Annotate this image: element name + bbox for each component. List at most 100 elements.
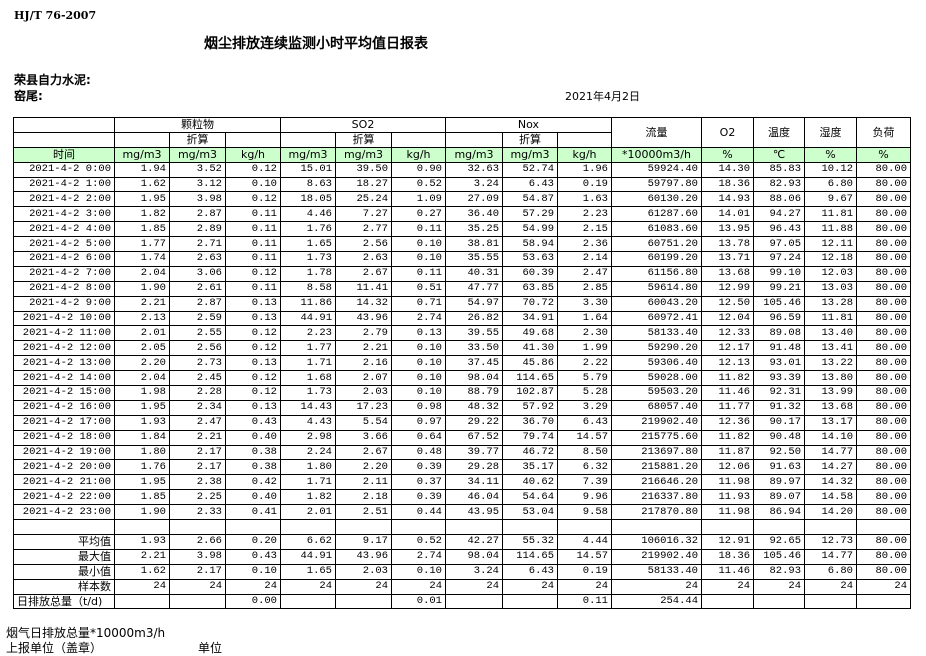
table-row: 2021-4-2 18:00 1.84 2.21 0.40 2.98 3.66 0.64 67…: [13, 429, 911, 446]
header-blank: [114, 131, 170, 148]
summary-value: 14.77: [804, 548, 857, 565]
value-cell: 54.64: [502, 489, 558, 506]
value-cell: 11.41: [335, 280, 392, 297]
value-cell: 12.17: [701, 340, 754, 357]
time-cell: 2021-4-2 9:00: [13, 295, 115, 312]
value-cell: 13.40: [804, 325, 857, 342]
value-cell: 11.98: [701, 504, 754, 521]
summary-value: [114, 593, 170, 610]
value-cell: 25.24: [335, 191, 392, 208]
header-row-units: 时间 mg/m3 mg/m3 kg/h mg/m3 mg/m3 kg/h mg/m3 mg/m3…: [13, 146, 911, 163]
value-cell: 217870.80: [611, 504, 702, 521]
value-cell: 1.99: [557, 340, 612, 357]
summary-value: 14.57: [557, 548, 612, 565]
summary-row: 平均值 1.93 2.66 0.20 6.62 9.17 0.52 42.27 55.32 4.4…: [13, 533, 911, 550]
value-cell: 80.00: [856, 355, 911, 372]
value-cell: 1.63: [557, 191, 612, 208]
table-row: 2021-4-2 2:00 1.95 3.98 0.12 18.05 25.24 1.09 2…: [13, 191, 911, 208]
blank-cell: [391, 519, 446, 535]
value-cell: 96.43: [753, 221, 805, 238]
value-cell: 3.52: [169, 161, 226, 178]
value-cell: 40.62: [502, 474, 558, 491]
value-cell: 11.86: [280, 295, 336, 312]
value-cell: 12.50: [701, 295, 754, 312]
table-row: 2021-4-2 7:00 2.04 3.06 0.12 1.78 2.67 0.11 40.…: [13, 265, 911, 282]
header-unit: ℃: [753, 146, 805, 163]
report-date: 2021年4月2日: [565, 90, 640, 103]
summary-row: 样本数 24 24 24 24 24 24 24 24 24 24 24 24 24 24: [13, 578, 911, 595]
value-cell: 57.92: [502, 399, 558, 416]
value-cell: 2.47: [169, 414, 226, 431]
value-cell: 1.09: [391, 191, 446, 208]
summary-value: [856, 593, 911, 610]
value-cell: 2.89: [169, 221, 226, 238]
value-cell: 39.55: [445, 325, 503, 342]
value-cell: 36.40: [445, 206, 503, 223]
blank-cell: [701, 519, 754, 535]
summary-value: 58133.40: [611, 563, 702, 580]
value-cell: 14.93: [701, 191, 754, 208]
summary-value: 44.91: [280, 548, 336, 565]
value-cell: 52.74: [502, 161, 558, 178]
header-blank: [225, 131, 281, 148]
value-cell: 2.59: [169, 310, 226, 327]
value-cell: 63.85: [502, 280, 558, 297]
value-cell: 1.90: [114, 504, 170, 521]
time-cell: 2021-4-2 13:00: [13, 355, 115, 372]
value-cell: 2.21: [169, 429, 226, 446]
value-cell: 80.00: [856, 251, 911, 267]
value-cell: 11.87: [701, 444, 754, 461]
summary-row: 最大值 2.21 3.98 0.43 44.91 43.96 2.74 98.04 114.65…: [13, 548, 911, 565]
summary-value: 3.98: [169, 548, 226, 565]
value-cell: 3.12: [169, 176, 226, 193]
summary-label: 样本数: [13, 578, 115, 595]
value-cell: 0.43: [225, 414, 281, 431]
value-cell: 32.63: [445, 161, 503, 178]
time-cell: 2021-4-2 17:00: [13, 414, 115, 431]
report-table: 颗粒物 SO2 Nox 流量 O2 温度 湿度 负荷 折算 折算 折算 时间 mg/m3 mg/m3 kg/…: [13, 117, 911, 610]
value-cell: 1.82: [114, 206, 170, 223]
time-cell: 2021-4-2 12:00: [13, 340, 115, 357]
summary-row: 日排放总量（t/d) 0.00 0.01 0.11 254.44: [13, 593, 911, 610]
value-cell: 12.13: [701, 355, 754, 372]
value-cell: 0.11: [225, 206, 281, 223]
summary-value: 24: [225, 578, 281, 595]
summary-label: 最小值: [13, 563, 115, 580]
value-cell: 2.04: [114, 265, 170, 282]
value-cell: 33.50: [445, 340, 503, 357]
header-time: 时间: [13, 146, 115, 163]
value-cell: 2.34: [169, 399, 226, 416]
value-cell: 39.50: [335, 161, 392, 178]
value-cell: 13.68: [804, 399, 857, 416]
summary-value: 254.44: [611, 593, 702, 610]
time-cell: 2021-4-2 19:00: [13, 444, 115, 461]
value-cell: 0.10: [391, 370, 446, 387]
value-cell: 79.74: [502, 429, 558, 446]
table-row: 2021-4-2 15:00 1.98 2.28 0.12 1.73 2.03 0.10 88…: [13, 385, 911, 401]
value-cell: 9.58: [557, 504, 612, 521]
value-cell: 0.12: [225, 340, 281, 357]
value-cell: 2.77: [335, 221, 392, 238]
value-cell: 90.48: [753, 429, 805, 446]
value-cell: 36.70: [502, 414, 558, 431]
value-cell: 40.31: [445, 265, 503, 282]
value-cell: 2.56: [169, 340, 226, 357]
value-cell: 14.01: [701, 206, 754, 223]
value-cell: 8.50: [557, 444, 612, 461]
value-cell: 26.82: [445, 310, 503, 327]
value-cell: 3.06: [169, 265, 226, 282]
summary-value: 4.44: [557, 533, 612, 550]
value-cell: 2.05: [114, 340, 170, 357]
table-row: 2021-4-2 11:00 2.01 2.55 0.12 2.23 2.79 0.13 39…: [13, 325, 911, 342]
header-blank: [13, 131, 115, 148]
blank-cell: [225, 519, 281, 535]
summary-value: 6.80: [804, 563, 857, 580]
table-row: 2021-4-2 8:00 1.90 2.61 0.11 8.58 11.41 0.51 47…: [13, 280, 911, 297]
value-cell: 59306.40: [611, 355, 702, 372]
summary-value: 105.46: [753, 548, 805, 565]
value-cell: 0.42: [225, 474, 281, 491]
value-cell: 96.59: [753, 310, 805, 327]
header-column: O2: [701, 117, 754, 148]
value-cell: 34.91: [502, 310, 558, 327]
value-cell: 0.19: [557, 176, 612, 193]
